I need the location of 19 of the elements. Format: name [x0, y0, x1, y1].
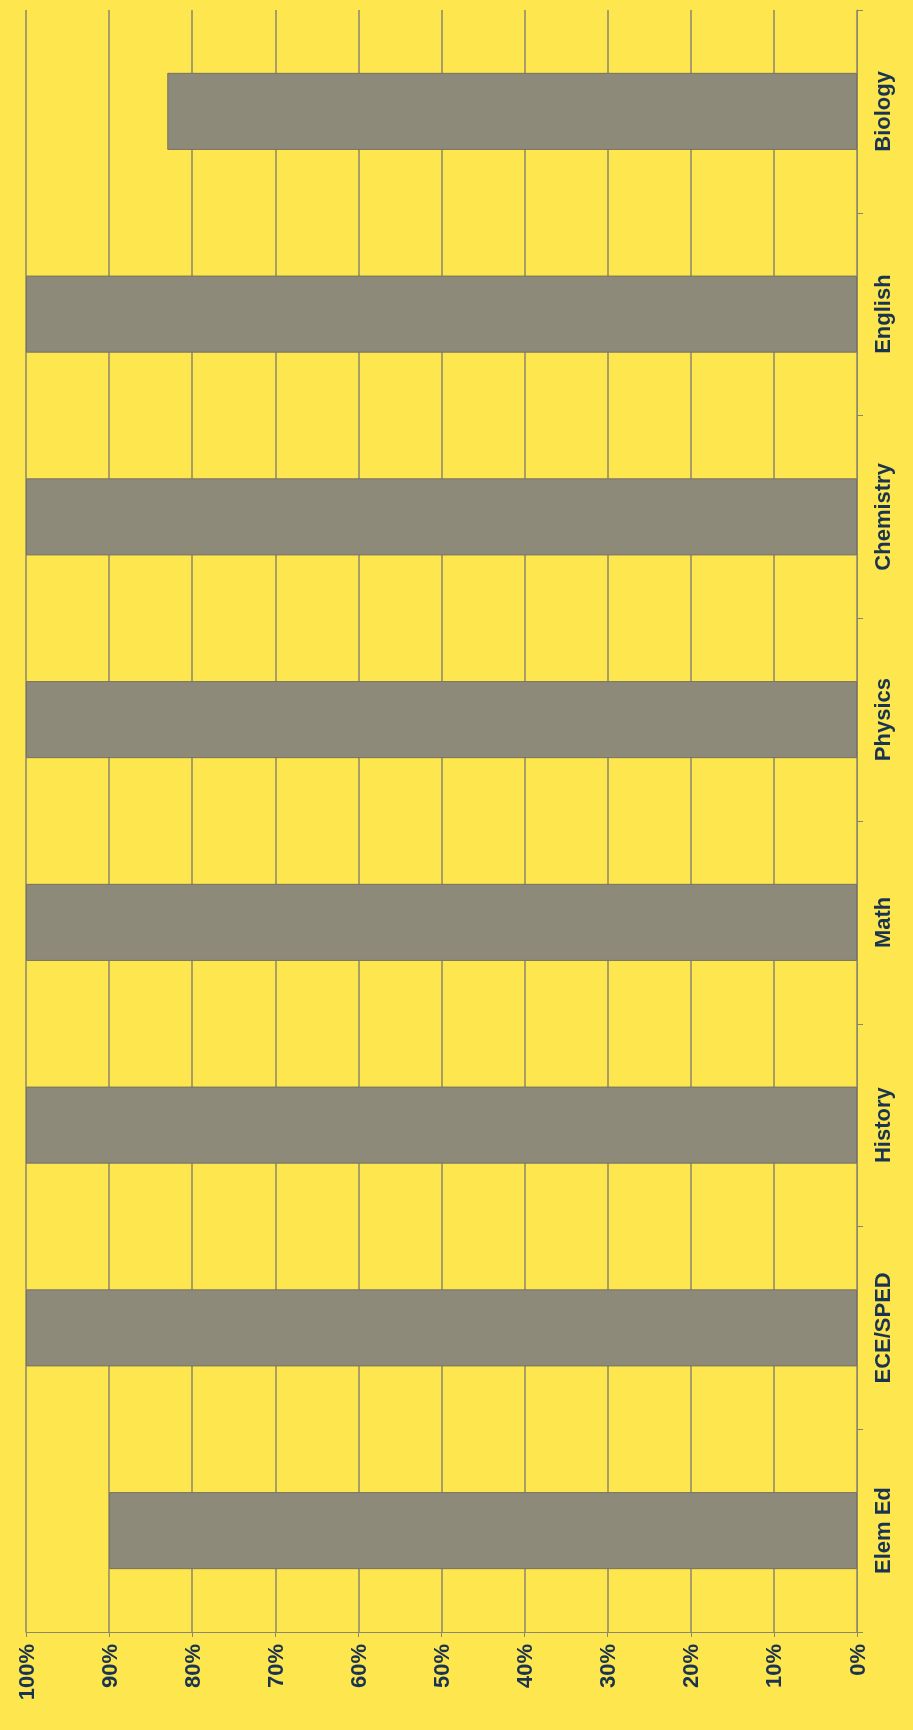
- x-tick-label: 80%: [179, 1644, 205, 1689]
- y-tick-label: Physics: [869, 678, 895, 762]
- x-tick-label: 0%: [844, 1644, 870, 1676]
- x-tick-label: 30%: [595, 1644, 621, 1689]
- x-tick-label: 60%: [345, 1644, 371, 1689]
- x-tick-label: 100%: [13, 1644, 39, 1701]
- x-tick-label: 40%: [512, 1644, 538, 1689]
- x-tick-label: 20%: [678, 1644, 704, 1689]
- y-tick-label: ECE/SPED: [869, 1272, 895, 1384]
- y-tick-label: English: [869, 274, 895, 354]
- y-tick-label: Biology: [869, 70, 895, 152]
- y-tick-label: Math: [869, 896, 895, 949]
- x-tick-label: 10%: [761, 1644, 787, 1689]
- x-tick-label: 90%: [96, 1644, 122, 1689]
- y-tick-label: Chemistry: [869, 462, 895, 571]
- y-tick-label: Elem Ed: [869, 1487, 895, 1575]
- y-tick-label: History: [869, 1086, 895, 1164]
- x-tick-label: 70%: [262, 1644, 288, 1689]
- x-tick-label: 50%: [429, 1644, 454, 1689]
